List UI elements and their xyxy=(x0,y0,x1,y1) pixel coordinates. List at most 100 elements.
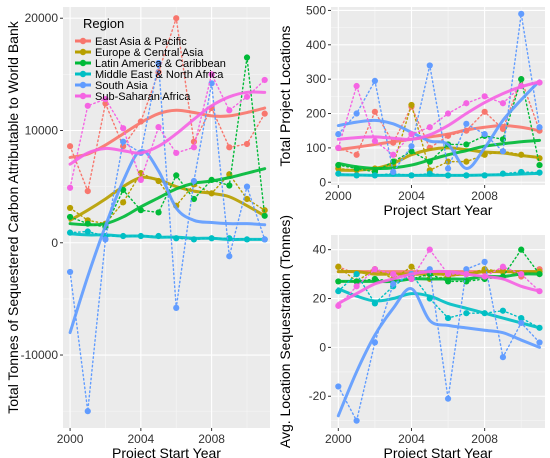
panel-background xyxy=(331,235,545,428)
x-tick-label: 2008 xyxy=(198,432,225,446)
series-trend-line xyxy=(336,80,542,141)
data-point xyxy=(463,310,470,317)
y-tick-label: 200 xyxy=(306,107,326,121)
data-point xyxy=(518,82,525,90)
data-point xyxy=(137,207,144,214)
series-dotted-line xyxy=(337,248,541,307)
data-point xyxy=(120,199,127,206)
legend-key-point xyxy=(79,92,87,100)
data-point xyxy=(353,82,360,90)
data-point xyxy=(261,236,268,243)
data-point xyxy=(335,144,342,151)
data-point xyxy=(155,209,162,216)
data-point xyxy=(190,144,198,151)
x-tick-label: 2000 xyxy=(57,432,84,446)
data-point xyxy=(226,182,233,189)
data-point xyxy=(84,228,91,235)
x-tick-label: 2004 xyxy=(127,432,154,446)
data-point xyxy=(243,195,251,203)
data-point xyxy=(499,263,507,270)
data-point xyxy=(390,280,397,287)
data-point xyxy=(518,314,525,322)
y-tick-label: 0 xyxy=(319,340,326,354)
data-point xyxy=(208,71,215,78)
x-axis-title: Project Start Year xyxy=(112,445,221,458)
series-trend-line xyxy=(336,124,542,152)
data-point xyxy=(390,158,397,165)
data-point xyxy=(353,110,360,117)
legend-key-point xyxy=(79,81,87,89)
panel-background xyxy=(63,7,270,428)
legend-key-point xyxy=(79,48,87,56)
data-point xyxy=(481,172,488,179)
data-point xyxy=(444,314,452,322)
data-point xyxy=(190,236,198,243)
y-tick-label: 20 xyxy=(313,292,327,306)
data-point xyxy=(536,324,543,331)
series-trend-line xyxy=(68,149,267,335)
data-point xyxy=(102,236,109,243)
data-point xyxy=(426,158,433,165)
data-point xyxy=(463,278,470,285)
data-point xyxy=(408,101,415,109)
series-trend-line xyxy=(68,90,267,166)
data-point xyxy=(84,188,91,195)
panel-project-locations: 2000 2004 2008 0 100 200 300 400 500 Project Star… xyxy=(277,3,545,218)
series-sub-saharan-africa xyxy=(335,246,543,309)
series-trend-line xyxy=(336,269,542,305)
data-point xyxy=(173,235,180,242)
data-point xyxy=(536,161,543,169)
y-axis-title: Total Tonnes of Sequestered Carbon Attri… xyxy=(5,20,21,414)
data-point xyxy=(226,253,233,260)
data-point xyxy=(481,93,488,100)
data-point xyxy=(84,408,91,415)
legend-label: Middle East & North Africa xyxy=(95,69,224,81)
data-point xyxy=(353,172,360,179)
series-south-asia xyxy=(335,10,543,176)
data-point xyxy=(155,177,162,185)
data-point xyxy=(335,302,342,309)
data-point xyxy=(353,165,360,172)
y-tick-label: 20000 xyxy=(25,11,59,25)
data-point xyxy=(173,15,180,22)
data-point xyxy=(444,270,452,278)
data-point xyxy=(120,138,127,145)
data-point xyxy=(499,100,507,107)
data-point xyxy=(499,170,507,177)
data-point xyxy=(481,258,488,265)
plot-area xyxy=(335,10,543,179)
legend-label: East Asia & Pacific xyxy=(95,36,187,48)
data-point xyxy=(155,232,162,240)
data-point xyxy=(444,172,452,179)
data-point xyxy=(536,79,543,86)
y-tick-label: 0 xyxy=(319,175,326,189)
data-point xyxy=(243,54,251,61)
data-point xyxy=(518,246,525,253)
data-point xyxy=(371,266,378,273)
legend-entry-east-asia-pacific: East Asia & Pacific xyxy=(75,36,187,48)
data-point xyxy=(499,125,507,133)
data-point xyxy=(444,278,452,285)
data-point xyxy=(173,304,180,311)
data-point xyxy=(353,283,360,290)
data-point xyxy=(353,417,360,424)
data-point xyxy=(66,184,74,191)
data-point xyxy=(208,235,215,242)
data-point xyxy=(353,278,360,285)
data-point xyxy=(463,158,470,165)
data-point xyxy=(243,183,251,190)
data-point xyxy=(371,339,378,346)
data-point xyxy=(444,165,452,172)
data-point xyxy=(444,110,452,117)
data-point xyxy=(390,270,397,278)
data-point xyxy=(444,395,452,402)
data-point xyxy=(390,168,397,176)
data-point xyxy=(190,177,198,185)
y-tick-label: 100 xyxy=(306,141,326,155)
data-point xyxy=(536,124,543,131)
data-point xyxy=(190,195,198,203)
y-tick-label: 10000 xyxy=(25,123,59,137)
data-point xyxy=(66,268,74,276)
